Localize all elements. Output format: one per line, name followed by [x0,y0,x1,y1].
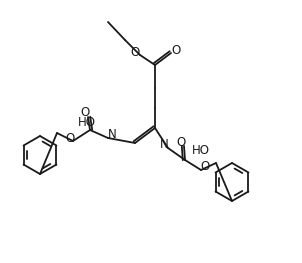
Text: N: N [160,138,169,150]
Text: O: O [80,107,90,119]
Text: HO: HO [192,144,210,156]
Text: O: O [200,160,210,174]
Text: N: N [108,128,116,140]
Text: O: O [171,44,181,58]
Text: HO: HO [78,115,96,129]
Text: O: O [176,136,186,149]
Text: O: O [130,47,140,59]
Text: O: O [65,132,75,144]
